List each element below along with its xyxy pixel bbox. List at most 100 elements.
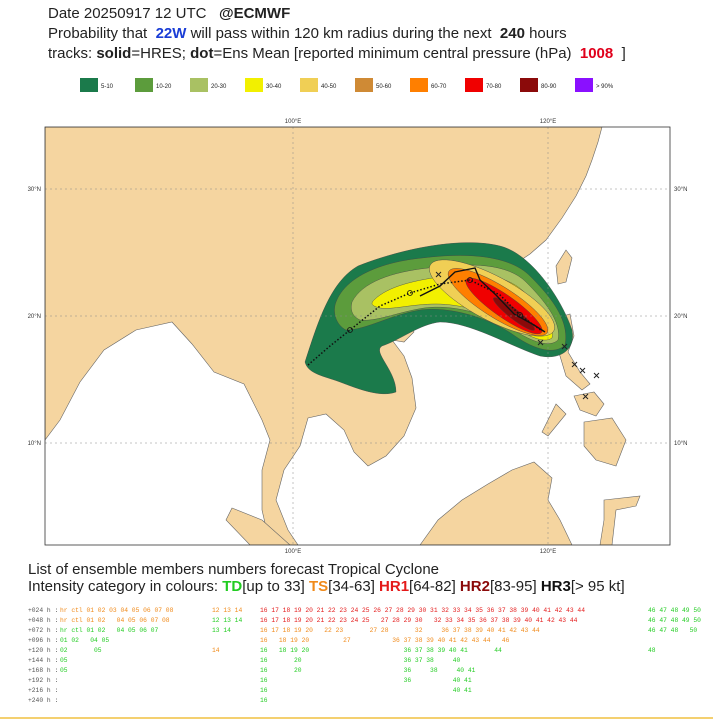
row-members: 16 36 40 41 <box>260 677 472 684</box>
track-markers <box>347 277 523 333</box>
legend: 5-10 10-20 20-30 30-40 40-50 50-60 60-70 70-80 8… <box>80 78 614 92</box>
header-text: tracks: <box>48 45 96 62</box>
row-members: 14 <box>212 647 220 654</box>
row-members: 16 20 36 38 40 41 <box>260 667 476 674</box>
legend-label: 50-60 <box>376 84 392 90</box>
row-members: 01 02 04 05 <box>60 637 109 644</box>
header-text: solid <box>96 45 131 62</box>
row-label: +120 h : <box>28 647 58 654</box>
legend-swatch <box>245 78 263 92</box>
lon-label: 120°E <box>540 119 556 125</box>
row-members: 48 <box>648 647 656 654</box>
intensity-text: TD <box>222 578 242 595</box>
row-members: 16 17 18 19 20 22 23 27 28 32 36 37 38 3… <box>260 627 540 634</box>
borneo <box>419 461 573 545</box>
row-members: 16 40 41 <box>260 687 472 694</box>
row-label: +072 h : <box>28 627 58 634</box>
sulawesi <box>599 495 641 545</box>
lat-label: 20°N <box>28 314 41 320</box>
visayas <box>541 391 605 437</box>
header-text: 1008 <box>580 45 613 62</box>
row-members: 02 05 <box>60 647 102 654</box>
header-text: ] <box>613 45 626 62</box>
legend-label: 60-70 <box>431 84 447 90</box>
header-text: dot <box>190 45 213 62</box>
lon-label: 100°E <box>285 119 301 125</box>
list-title: List of ensemble members numbers forecas… <box>28 561 439 578</box>
row-members: 16 17 18 19 20 21 22 23 24 25 26 27 28 2… <box>260 607 585 614</box>
header-text: =Ens Mean [reported minimum central pres… <box>213 45 579 62</box>
row-members: 46 47 48 50 <box>648 627 697 634</box>
row-label: +024 h : <box>28 607 58 614</box>
legend-swatch <box>355 78 373 92</box>
legend-swatch <box>300 78 318 92</box>
row-members: 12 13 14 <box>212 607 242 614</box>
row-members: 16 17 18 19 20 21 22 23 24 25 27 28 29 3… <box>260 617 578 624</box>
intensity-text: [34-63] <box>328 578 379 595</box>
legend-label: 10-20 <box>156 84 172 90</box>
intensity-text: Intensity category in colours: <box>28 578 222 595</box>
header-text: Date 20250917 12 UTC <box>48 5 219 22</box>
legend-swatch <box>80 78 98 92</box>
row-label: +144 h : <box>28 657 58 664</box>
intensity-text: HR3 <box>541 578 571 595</box>
row-members: 12 13 14 <box>212 617 242 624</box>
legend-swatch <box>135 78 153 92</box>
row-members: 16 18 19 20 36 37 38 39 40 41 44 <box>260 647 502 654</box>
header-text: 240 <box>500 25 525 42</box>
lat-label: 20°N <box>674 314 687 320</box>
lat-label: 30°N <box>674 187 687 193</box>
legend-label: 40-50 <box>321 84 337 90</box>
ensemble-list: List of ensemble members numbers forecas… <box>28 561 701 704</box>
legend-swatch <box>190 78 208 92</box>
row-members: 13 14 <box>212 627 231 634</box>
lat-label: 10°N <box>674 441 687 447</box>
legend-swatch <box>465 78 483 92</box>
row-members: 16 20 36 37 38 40 <box>260 657 460 664</box>
hres-track <box>419 267 546 333</box>
row-label: +216 h : <box>28 687 58 694</box>
intensity-text: [64-82] <box>409 578 460 595</box>
legend-swatch <box>520 78 538 92</box>
header-line: Date 20250917 12 UTC @ECMWF <box>48 5 290 22</box>
row-label: +048 h : <box>28 617 58 624</box>
header-text: Probability that <box>48 25 156 42</box>
intensity-line: Intensity category in colours: TD[up to … <box>28 578 625 595</box>
legend-swatch <box>410 78 428 92</box>
row-label: +192 h : <box>28 677 58 684</box>
intensity-text: [83-95] <box>490 578 541 595</box>
lon-label: 120°E <box>540 549 556 555</box>
row-members: 46 47 48 49 50 <box>648 617 701 624</box>
row-members: 16 <box>260 697 268 704</box>
header-line: tracks: solid=HRES; dot=Ens Mean [report… <box>48 45 626 62</box>
lat-label: 10°N <box>28 441 41 447</box>
legend-label: 5-10 <box>101 84 114 90</box>
lon-label: 100°E <box>285 549 301 555</box>
row-label: +168 h : <box>28 667 58 674</box>
header-text: @ECMWF <box>219 5 290 22</box>
map <box>45 127 670 545</box>
legend-label: 20-30 <box>211 84 227 90</box>
header-text: hours <box>525 25 567 42</box>
map-frame <box>44 126 671 546</box>
row-label: +096 h : <box>28 637 58 644</box>
legend-label: 80-90 <box>541 84 557 90</box>
header: Date 20250917 12 UTC @ECMWF Probability t… <box>48 5 626 62</box>
row-members: 46 47 48 49 50 <box>648 607 701 614</box>
mindanao <box>583 417 627 467</box>
legend-swatch <box>575 78 593 92</box>
row-members: 05 <box>60 667 68 674</box>
row-members: hr ctl 01 02 03 04 05 06 07 08 <box>60 607 174 614</box>
row-members: 16 18 19 20 27 36 37 38 39 40 41 42 43 4… <box>260 637 510 644</box>
ens-mean-track <box>307 279 543 366</box>
legend-label: 70-80 <box>486 84 502 90</box>
intensity-text: HR1 <box>379 578 409 595</box>
intensity-text: [> 95 kt] <box>571 578 625 595</box>
taiwan <box>555 249 573 285</box>
header-text: =HRES; <box>131 45 190 62</box>
header-line: Probability that 22W will pass within 12… <box>48 25 567 42</box>
header-text: will pass within 120 km radius during th… <box>186 25 499 42</box>
row-members: hr ctl 01 02 04 05 06 07 08 <box>60 617 170 624</box>
intensity-text: [up to 33] <box>242 578 309 595</box>
